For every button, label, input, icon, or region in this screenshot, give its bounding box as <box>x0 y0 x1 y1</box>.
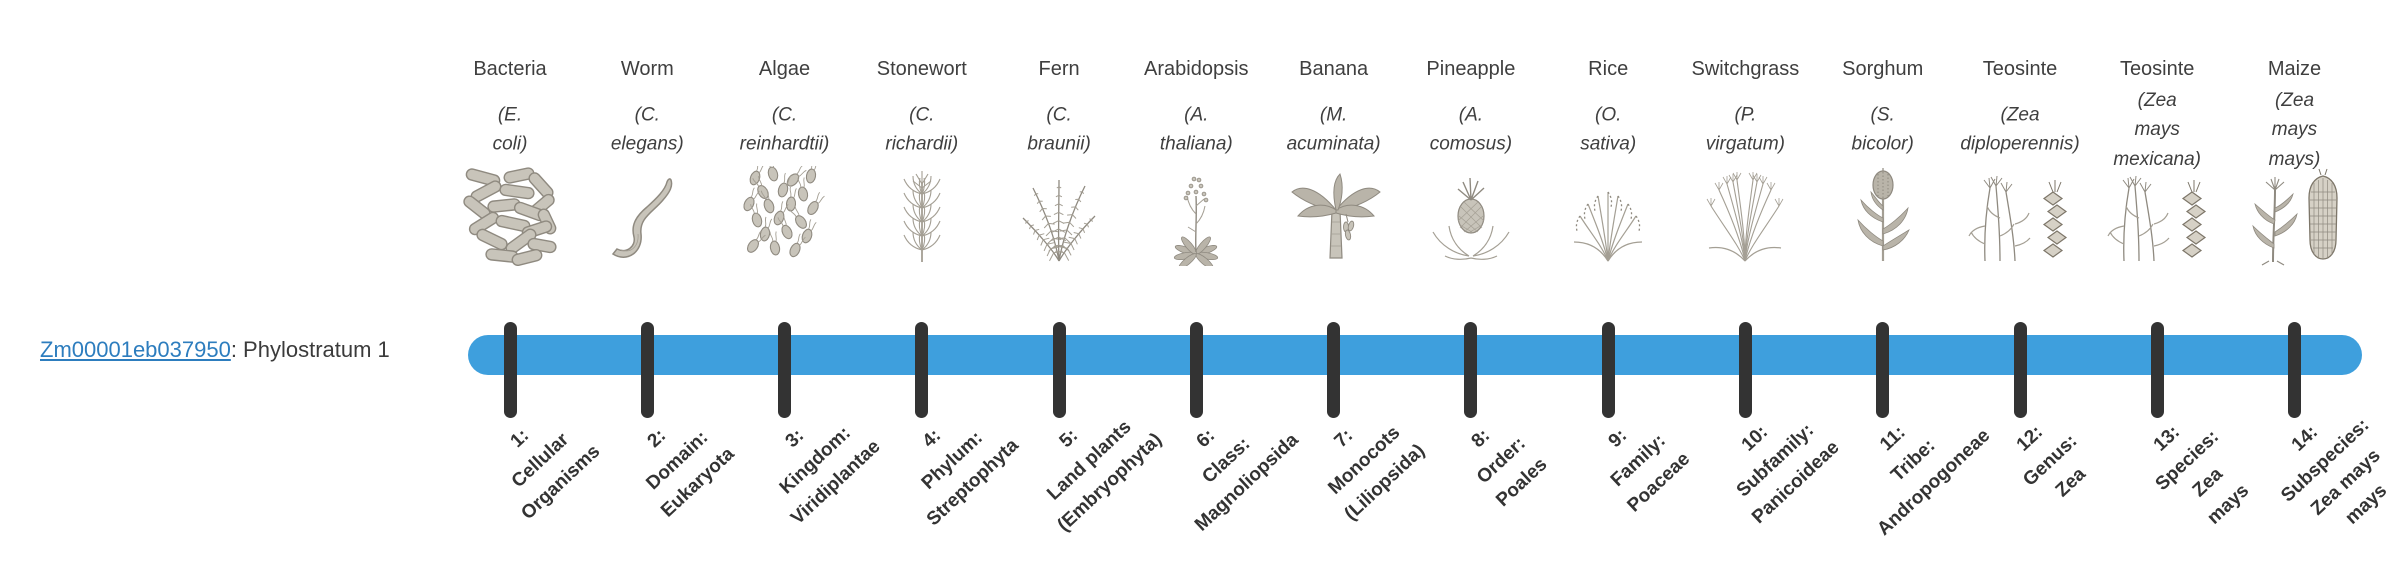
phylostratum-tick <box>2288 322 2301 418</box>
organism-species: (Zea mays mays) <box>2268 89 2321 170</box>
phylostratum-tick <box>1876 322 1890 418</box>
worm-icon <box>597 166 697 266</box>
organism-name: Maize <box>2267 58 2322 80</box>
organism-species: (M. acuminata) <box>1286 104 1381 155</box>
organism-species: (C. richardii) <box>885 104 959 155</box>
organism-species: (A. thaliana) <box>1159 104 1233 155</box>
stonewort-icon <box>872 166 972 266</box>
organism-name: Worm <box>620 58 674 80</box>
maize-icon <box>2235 166 2355 266</box>
organism-name: Sorghum <box>1842 58 1924 80</box>
phylostratum-tick <box>1052 322 1066 418</box>
sorghum-icon <box>1833 166 1933 266</box>
fern-icon <box>1009 166 1109 266</box>
organism-name: Stonewort <box>876 58 967 80</box>
phylostratum-tick <box>2150 322 2164 418</box>
pineapple-icon <box>1421 166 1521 266</box>
teosinte-mexicana-icon <box>2097 166 2217 266</box>
organism-species: (P. virgatum) <box>1705 104 1785 155</box>
gene-label: Zm00001eb037950: Phylostratum 1 <box>40 337 390 363</box>
banana-icon <box>1284 166 1384 266</box>
phylostratum-tick <box>778 322 791 418</box>
organism-name: Algae <box>758 58 811 80</box>
phylostratum-tick <box>1189 322 1203 418</box>
organism-name: Banana <box>1299 58 1369 80</box>
teosinte-diploperennis-icon <box>1960 166 2080 266</box>
organism-name: Teosinte <box>1982 58 2058 80</box>
organism-species: (O. sativa) <box>1580 104 1637 155</box>
organism-species: (Zea diploperennis) <box>1960 104 2080 155</box>
phylostratum-tick <box>1738 322 1752 418</box>
algae-icon <box>735 166 835 266</box>
organism-species: (E. coli) <box>492 104 528 155</box>
phylostratum-tick <box>503 322 517 418</box>
phylostratum-tick <box>1464 322 1478 418</box>
organism-name: Arabidopsis <box>1144 58 1249 80</box>
stratum-tick-label: 14: Subspecies: Zea mays mays <box>2277 415 2400 548</box>
phylostratum-tick <box>915 322 929 418</box>
organism-name: Fern <box>1038 58 1080 80</box>
organism-species: (C. elegans) <box>610 104 684 155</box>
organism-name: Teosinte <box>2119 58 2195 80</box>
bacteria-icon <box>460 166 560 266</box>
rice-icon <box>1558 166 1658 266</box>
organism-name: Rice <box>1588 58 1629 80</box>
phylostratum-tick <box>1327 322 1341 418</box>
switchgrass-icon <box>1695 166 1795 266</box>
organism-name: Pineapple <box>1426 58 1516 80</box>
phylostratum-tick <box>640 322 654 418</box>
organism-name: Switchgrass <box>1691 58 1800 80</box>
phylostratum-tick <box>2013 322 2027 418</box>
arabidopsis-icon <box>1146 166 1246 266</box>
organism-species: (Zea mays mexicana) <box>2113 89 2202 170</box>
organism-species: (S. bicolor) <box>1851 104 1914 155</box>
phylostratum-tick <box>1601 322 1615 418</box>
organism-species: (A. comosus) <box>1429 104 1513 155</box>
organism-species: (C. reinhardtii) <box>739 104 830 155</box>
gene-id-link[interactable]: Zm00001eb037950 <box>40 337 231 362</box>
organism-species: (C. braunii) <box>1027 104 1091 155</box>
organism-name: Bacteria <box>473 58 547 80</box>
gene-label-suffix: : Phylostratum 1 <box>230 337 390 362</box>
